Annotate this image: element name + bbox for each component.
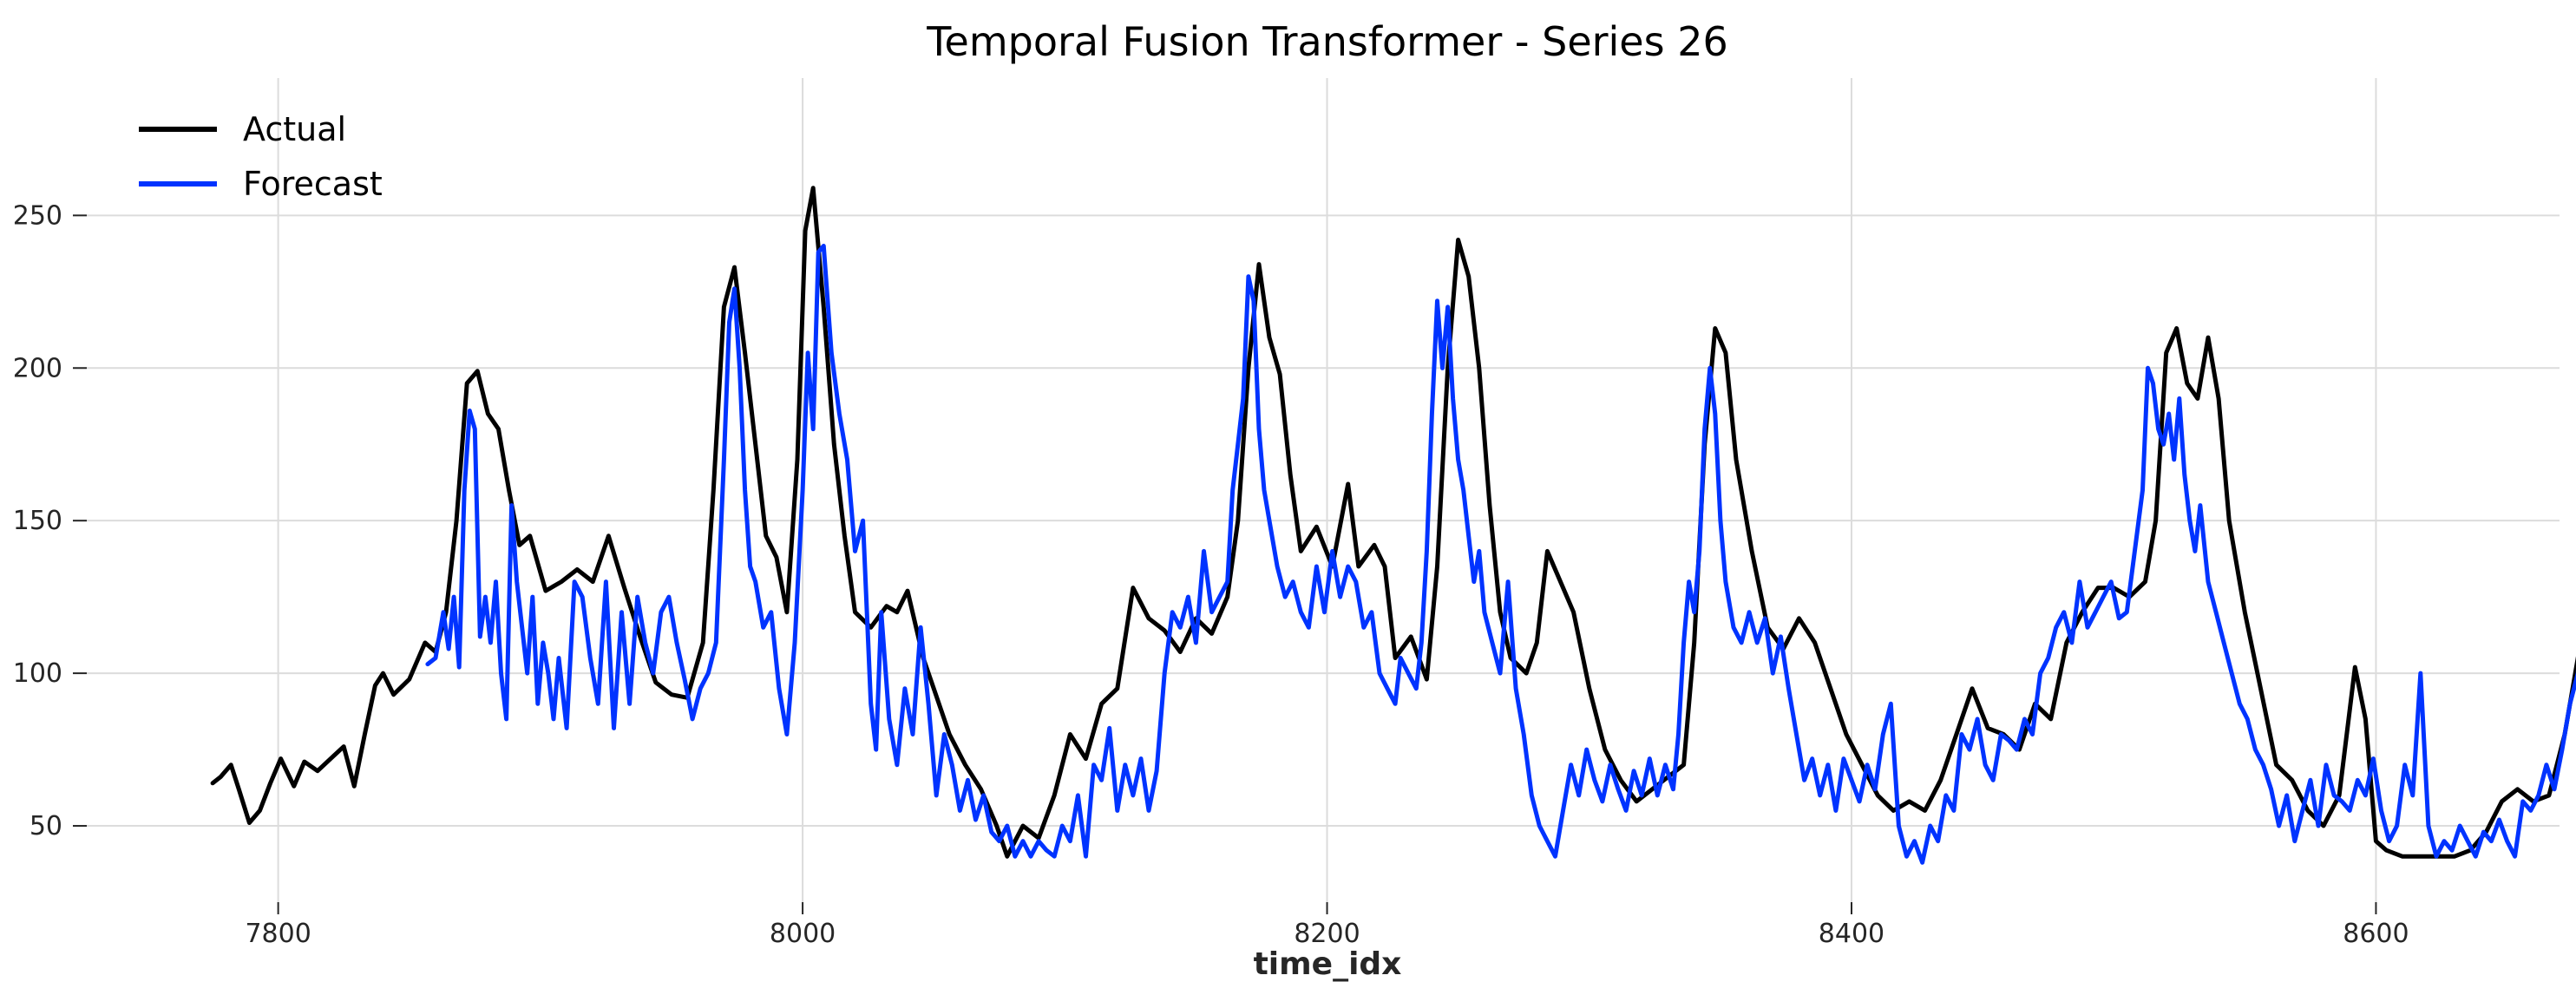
- y-tick-label: 150: [13, 506, 62, 536]
- x-tick-label: 8600: [2343, 919, 2409, 949]
- x-tick-label: 8400: [1819, 919, 1884, 949]
- legend: Actual Forecast: [139, 110, 383, 203]
- chart-title: Temporal Fusion Transformer - Series 26: [926, 18, 1727, 65]
- y-tick-label: 50: [29, 811, 62, 841]
- series-line-forecast: [425, 244, 2576, 865]
- y-tick-label: 100: [13, 658, 62, 689]
- x-tick-label: 8000: [770, 919, 836, 949]
- x-tick-label: 8200: [1294, 919, 1360, 949]
- x-axis-ticks: 7800 8000 8200 8400 8600: [245, 902, 2409, 949]
- series-lines: [210, 186, 2576, 865]
- legend-label-actual: Actual: [243, 110, 346, 148]
- x-axis-label: time_idx: [1254, 946, 1402, 982]
- x-tick-label: 7800: [245, 919, 311, 949]
- series-line-actual: [210, 186, 2576, 859]
- y-tick-label: 200: [13, 353, 62, 383]
- y-tick-label: 250: [13, 200, 62, 231]
- y-axis-ticks: 50 100 150 200 250: [13, 200, 87, 841]
- legend-label-forecast: Forecast: [243, 165, 383, 203]
